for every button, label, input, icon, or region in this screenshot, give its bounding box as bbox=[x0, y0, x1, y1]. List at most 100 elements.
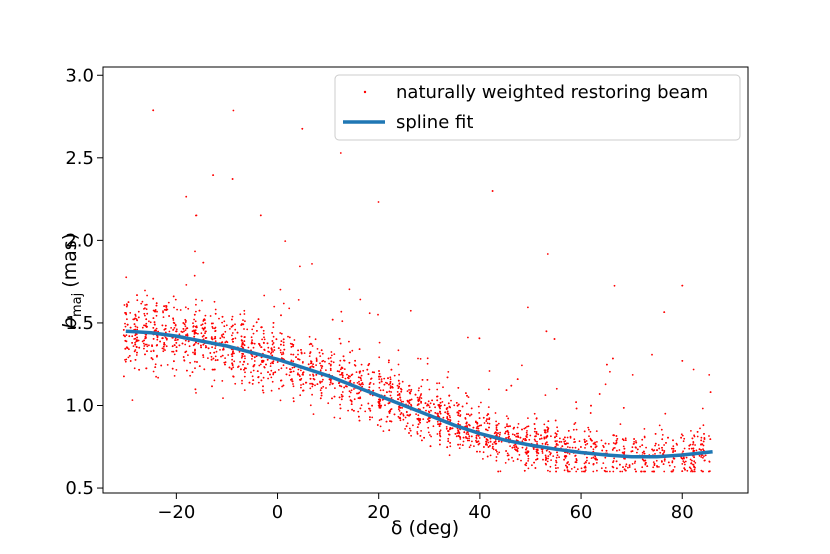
scatter-point bbox=[595, 457, 597, 460]
scatter-point bbox=[555, 435, 558, 437]
scatter-point bbox=[583, 430, 586, 433]
scatter-point bbox=[300, 369, 302, 372]
scatter-point bbox=[437, 423, 439, 426]
scatter-point bbox=[241, 382, 243, 385]
scatter-point bbox=[142, 342, 145, 345]
scatter-point bbox=[438, 431, 441, 433]
scatter-point bbox=[463, 431, 466, 434]
scatter-point bbox=[134, 337, 137, 340]
scatter-point bbox=[544, 454, 547, 457]
scatter-point bbox=[505, 415, 508, 417]
scatter-point bbox=[252, 379, 255, 381]
scatter-point bbox=[152, 350, 155, 352]
scatter-point bbox=[240, 345, 243, 348]
scatter-point bbox=[701, 443, 704, 446]
scatter-point bbox=[340, 385, 343, 388]
scatter-point bbox=[172, 319, 175, 321]
scatter-point bbox=[478, 437, 481, 439]
scatter-point bbox=[309, 351, 312, 353]
scatter-point bbox=[641, 451, 644, 454]
scatter-point bbox=[515, 445, 518, 448]
scatter-point bbox=[549, 470, 551, 473]
legend-label-spline: spline fit bbox=[396, 112, 473, 133]
scatter-point bbox=[252, 332, 255, 335]
scatter-point bbox=[278, 387, 280, 390]
scatter-point bbox=[448, 428, 451, 431]
scatter-point bbox=[253, 342, 256, 345]
scatter-point bbox=[202, 320, 205, 322]
scatter-point bbox=[231, 334, 233, 337]
scatter-point bbox=[174, 324, 177, 326]
scatter-point bbox=[160, 364, 163, 367]
scatter-point bbox=[369, 409, 372, 412]
scatter-point bbox=[555, 467, 557, 469]
scatter-point bbox=[527, 467, 530, 470]
scatter-point bbox=[212, 357, 215, 360]
scatter-point bbox=[356, 392, 358, 395]
scatter-point bbox=[445, 407, 448, 410]
scatter-point bbox=[234, 382, 237, 385]
scatter-point bbox=[319, 397, 322, 400]
scatter-point bbox=[193, 333, 196, 335]
scatter-point bbox=[436, 412, 439, 415]
scatter-point bbox=[398, 383, 401, 385]
scatter-point bbox=[696, 431, 699, 433]
scatter-point bbox=[134, 359, 137, 361]
scatter-point bbox=[189, 374, 192, 377]
scatter-point bbox=[196, 361, 198, 363]
scatter-point bbox=[299, 394, 302, 397]
scatter-point bbox=[692, 443, 694, 446]
scatter-point bbox=[387, 377, 389, 380]
scatter-point bbox=[263, 366, 266, 369]
scatter-point bbox=[185, 334, 187, 336]
scatter-point bbox=[537, 433, 540, 436]
scatter-point bbox=[417, 414, 420, 417]
scatter-point bbox=[351, 408, 353, 411]
legend-box bbox=[334, 74, 741, 141]
scatter-point bbox=[156, 338, 159, 341]
scatter-point bbox=[459, 415, 461, 417]
scatter-point bbox=[384, 404, 386, 407]
scatter-point bbox=[418, 387, 420, 389]
scatter-point bbox=[592, 456, 595, 459]
scatter-point bbox=[603, 469, 606, 472]
scatter-point bbox=[204, 332, 206, 335]
scatter-point bbox=[672, 439, 674, 442]
scatter-point bbox=[426, 379, 429, 381]
scatter-point bbox=[477, 427, 480, 430]
scatter-point bbox=[507, 433, 510, 436]
scatter-point bbox=[525, 448, 527, 451]
scatter-point bbox=[427, 418, 429, 420]
scatter-point bbox=[232, 324, 234, 327]
scatter-point bbox=[450, 399, 452, 402]
scatter-point bbox=[224, 341, 227, 344]
scatter-point bbox=[690, 430, 692, 432]
scatter-point bbox=[250, 336, 253, 339]
scatter-point bbox=[643, 470, 645, 473]
scatter-point bbox=[475, 439, 477, 442]
scatter-point bbox=[247, 346, 250, 349]
scatter-point bbox=[564, 436, 566, 439]
scatter-point bbox=[512, 460, 515, 462]
scatter-point bbox=[261, 389, 264, 392]
scatter-point bbox=[329, 381, 332, 384]
scatter-point bbox=[661, 460, 663, 463]
scatter-point bbox=[263, 348, 266, 351]
scatter-point bbox=[358, 391, 361, 394]
scatter-point bbox=[615, 435, 618, 437]
scatter-point bbox=[528, 438, 531, 441]
scatter-point bbox=[136, 328, 139, 331]
scatter-point bbox=[489, 454, 492, 457]
scatter-point bbox=[667, 436, 669, 439]
scatter-point bbox=[467, 433, 470, 436]
scatter-point bbox=[496, 453, 499, 455]
scatter-point bbox=[609, 370, 611, 373]
scatter-point bbox=[156, 335, 159, 337]
scatter-point bbox=[541, 450, 544, 453]
x-axis: −20 0 20 40 60 80 bbox=[157, 493, 694, 523]
scatter-point bbox=[595, 462, 598, 464]
scatter-point bbox=[699, 427, 701, 430]
scatter-point bbox=[357, 397, 360, 399]
scatter-point bbox=[192, 325, 195, 328]
scatter-point bbox=[615, 439, 618, 442]
